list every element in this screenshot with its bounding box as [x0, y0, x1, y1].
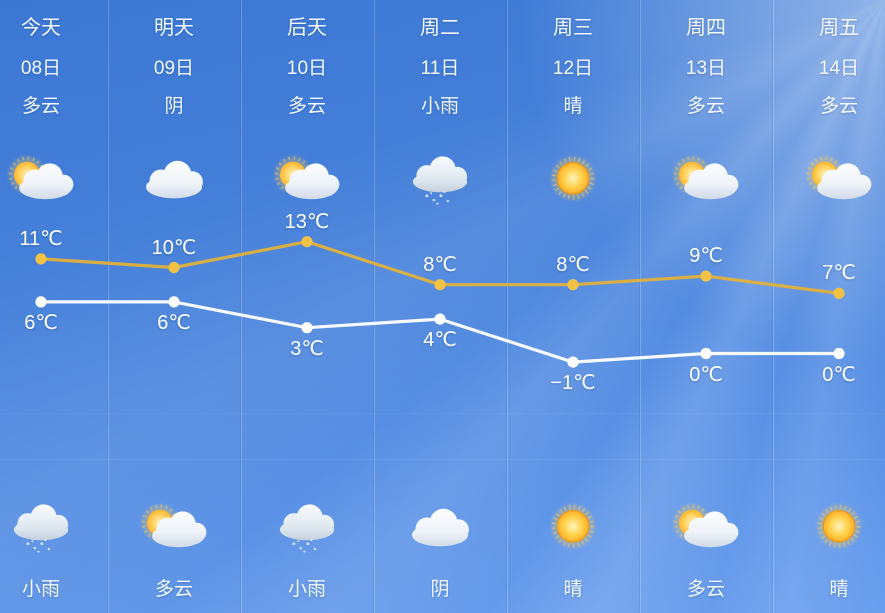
day-name: 周四	[686, 17, 726, 39]
day-column-tue[interactable]: 周二 11日 小雨 阴	[374, 0, 507, 613]
day-name: 今天	[21, 17, 61, 39]
gridline	[0, 459, 885, 460]
sun-cloud-icon	[773, 150, 885, 210]
day-name: 周二	[420, 17, 460, 39]
night-condition: 阴	[430, 579, 450, 600]
night-condition: 晴	[563, 579, 583, 600]
day-date: 08日	[20, 58, 62, 79]
night-condition: 小雨	[21, 579, 60, 600]
day-column-tomorrow[interactable]: 明天 09日 阴 多云	[108, 0, 241, 613]
cloud-icon	[374, 498, 507, 558]
day-column-wed[interactable]: 周三 12日 晴 晴	[507, 0, 640, 613]
day-column-fri[interactable]: 周五 14日 多云 晴	[773, 0, 885, 613]
night-condition: 多云	[154, 579, 193, 600]
sun-icon	[773, 498, 885, 558]
day-condition: 阴	[164, 96, 184, 117]
day-condition: 多云	[819, 96, 858, 117]
day-date: 10日	[286, 58, 328, 79]
night-condition: 小雨	[287, 579, 326, 600]
day-name: 周三	[553, 17, 593, 39]
gridline	[0, 413, 885, 414]
day-condition: 多云	[21, 96, 60, 117]
day-date: 14日	[818, 58, 860, 79]
day-date: 09日	[153, 58, 195, 79]
sun-icon	[507, 498, 640, 558]
day-date: 13日	[685, 58, 727, 79]
night-condition: 多云	[686, 579, 725, 600]
sun-icon	[507, 150, 640, 210]
rain-cloud-icon	[0, 498, 108, 558]
sun-cloud-icon	[640, 498, 773, 558]
day-condition: 多云	[287, 96, 326, 117]
day-name: 明天	[154, 17, 194, 39]
day-name: 周五	[819, 17, 859, 39]
day-condition: 小雨	[420, 96, 459, 117]
sun-cloud-icon	[0, 150, 108, 210]
sun-cloud-icon	[108, 498, 241, 558]
sun-cloud-icon	[640, 150, 773, 210]
day-column-thu[interactable]: 周四 13日 多云 多云	[640, 0, 773, 613]
day-column-today[interactable]: 今天 08日 多云 小雨	[0, 0, 108, 613]
day-condition: 多云	[686, 96, 725, 117]
night-condition: 晴	[829, 579, 849, 600]
rain-cloud-icon	[241, 498, 374, 558]
sun-cloud-icon	[241, 150, 374, 210]
rain-cloud-icon	[374, 150, 507, 210]
cloud-icon	[108, 150, 241, 210]
day-name: 后天	[287, 17, 327, 39]
day-date: 12日	[552, 58, 594, 79]
day-column-day-after[interactable]: 后天 10日 多云 小雨	[241, 0, 374, 613]
day-date: 11日	[420, 58, 460, 79]
day-condition: 晴	[563, 96, 583, 117]
